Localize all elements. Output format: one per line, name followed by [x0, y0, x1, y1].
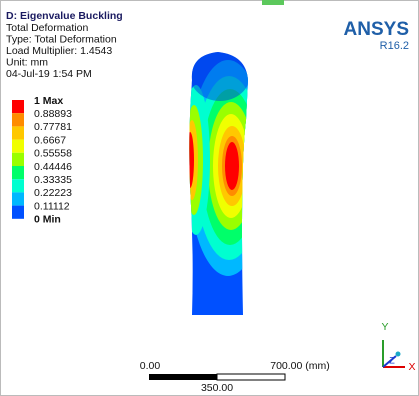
legend-label: 0.22223 — [34, 187, 72, 199]
legend-swatch — [12, 192, 24, 205]
triad-x: X — [408, 361, 415, 373]
legend-swatch — [12, 140, 24, 153]
logo-version: R16.2 — [380, 40, 409, 52]
legend-swatch — [12, 153, 24, 166]
result-info: Unit: mm — [6, 57, 48, 69]
legend-swatch — [12, 179, 24, 192]
scale-bar-white — [217, 374, 285, 380]
result-info: Load Multiplier: 1.4543 — [6, 45, 112, 57]
legend-label: 0.77781 — [34, 121, 72, 133]
scale-start: 0.00 — [140, 360, 161, 372]
legend-label: 0.6667 — [34, 134, 66, 146]
triad-z: Z — [389, 355, 395, 365]
scale-bar-black — [149, 374, 217, 380]
legend-label: 0.55558 — [34, 148, 72, 160]
legend-swatch — [12, 113, 24, 126]
legend-swatch — [12, 206, 24, 219]
scale-mid: 350.00 — [201, 382, 233, 394]
legend-swatch — [12, 100, 24, 113]
legend-label: 0.33335 — [34, 174, 72, 186]
result-info: Type: Total Deformation — [6, 33, 117, 45]
legend-label: 0 Min — [34, 214, 61, 226]
legend-label: 0.11112 — [34, 200, 70, 212]
logo: ANSYS — [344, 19, 409, 40]
result-title: D: Eigenvalue Buckling — [6, 10, 123, 22]
triad-y: Y — [381, 321, 388, 333]
legend-label: 1 Max — [34, 95, 63, 107]
result-info: Total Deformation — [6, 22, 88, 34]
tab-marker — [262, 0, 284, 5]
result-info: 04-Jul-19 1:54 PM — [6, 68, 92, 80]
legend-swatch — [12, 166, 24, 179]
scale-end: 700.00 (mm) — [270, 360, 330, 372]
viewport: D: Eigenvalue BucklingTotal DeformationT… — [0, 0, 419, 396]
legend-swatch — [12, 126, 24, 139]
legend-label: 0.44446 — [34, 161, 72, 173]
legend-label: 0.88893 — [34, 108, 72, 120]
